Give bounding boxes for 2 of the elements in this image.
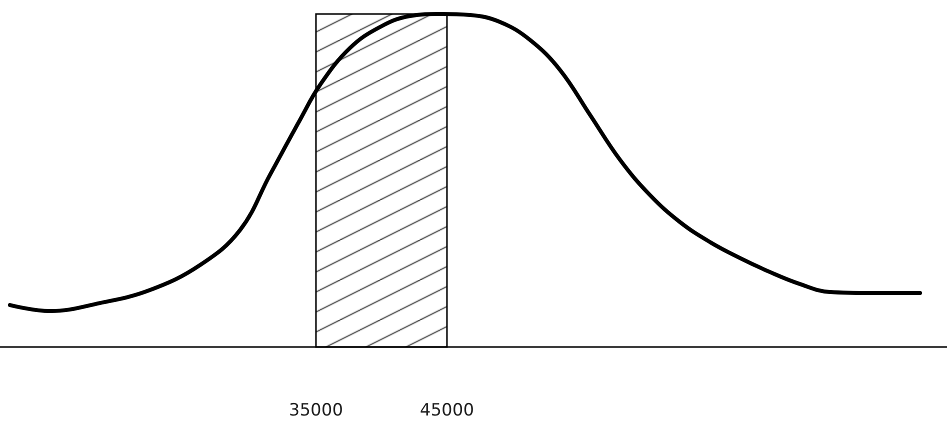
x-tick-label: 35000 <box>288 400 344 420</box>
x-tick-label: 45000 <box>420 400 474 420</box>
